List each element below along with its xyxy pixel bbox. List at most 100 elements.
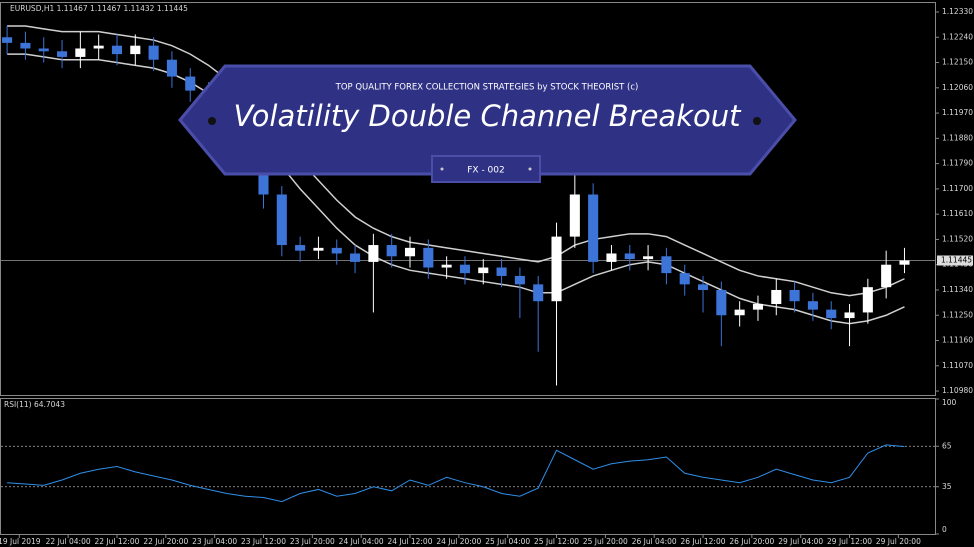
candle-body [368, 245, 379, 262]
candle-body [313, 247, 324, 251]
y-tick-label: 1.11340 [942, 285, 973, 294]
candle-body [862, 287, 873, 313]
x-tick-label: 26 Jul 20:00 [729, 537, 774, 546]
x-tick-label: 22 Jul 04:00 [46, 537, 91, 546]
y-tick-label: 1.11160 [942, 336, 973, 345]
y-tick-label: 1.10980 [942, 386, 973, 395]
candle-body [478, 267, 489, 274]
y-tick-label: 1.11610 [942, 209, 973, 218]
candle-body [789, 289, 800, 302]
candle-body [38, 48, 49, 52]
y-tick-label: 1.11250 [942, 310, 973, 319]
candle-body [514, 275, 525, 285]
y-tick-label: 1.11520 [942, 234, 973, 243]
x-tick-label: 23 Jul 04:00 [192, 537, 237, 546]
candle-body [459, 264, 470, 274]
x-tick-label: 25 Jul 04:00 [485, 537, 530, 546]
banner-shape [178, 64, 797, 176]
x-tick-label: 24 Jul 04:00 [339, 537, 384, 546]
candle-body [404, 247, 416, 257]
banner-dot [753, 117, 761, 125]
candle-body [588, 194, 599, 262]
candle-body [295, 245, 306, 251]
y-tick-label: 65 [942, 441, 952, 450]
x-tick-label: 26 Jul 12:00 [681, 537, 726, 546]
candle-body [881, 264, 892, 288]
current-price-label: 1.11445 [941, 255, 972, 264]
candle-body [716, 289, 727, 316]
y-tick-label: 100 [942, 398, 957, 407]
candle-body [166, 59, 177, 77]
candle-body [258, 160, 269, 195]
main-frame [0, 2, 936, 396]
candle-body [643, 256, 654, 260]
candle-body [551, 236, 562, 302]
candle-body [734, 309, 745, 316]
candle-body [606, 253, 617, 262]
x-tick-label: 25 Jul 20:00 [583, 537, 628, 546]
x-tick-label: 23 Jul 20:00 [290, 537, 335, 546]
banner-code: FX - 002 [467, 166, 505, 176]
x-tick-label: 29 Jul 04:00 [778, 537, 823, 546]
candle-body [441, 264, 452, 268]
banner-subtitle: TOP QUALITY FOREX COLLECTION STRATEGIES … [335, 83, 639, 93]
rsi-line [7, 444, 905, 503]
y-tick-label: 1.11970 [942, 108, 973, 117]
chart-title: EURUSD,H1 1.11467 1.11467 1.11432 1.1144… [10, 4, 188, 13]
y-tick-label: 1.11790 [942, 159, 973, 168]
candle-body [386, 245, 397, 257]
y-tick-label: 1.12060 [942, 83, 973, 92]
candle-body [679, 273, 690, 285]
candle-body [331, 247, 342, 254]
x-tick-label: 29 Jul 20:00 [876, 537, 921, 546]
x-tick-label: 24 Jul 12:00 [388, 537, 433, 546]
candle-body [533, 284, 544, 302]
rsi-title: RSI(11) 64.7043 [4, 400, 65, 409]
banner-title: Volatility Double Channel Breakout [234, 99, 743, 133]
candle-body [276, 194, 287, 246]
x-tick-label: 26 Jul 04:00 [632, 537, 677, 546]
banner-dot [208, 117, 216, 125]
x-tick-label: 25 Jul 12:00 [534, 537, 579, 546]
candle-body [771, 289, 782, 305]
y-tick-label: 1.12330 [942, 7, 973, 16]
current-price-box [937, 255, 973, 266]
x-tick-label: 22 Jul 20:00 [143, 537, 188, 546]
candle-body [661, 256, 672, 274]
x-tick-label: 29 Jul 12:00 [827, 537, 872, 546]
y-tick-label: 1.11880 [942, 133, 973, 142]
candle-body [844, 312, 855, 319]
x-tick-label: 22 Jul 12:00 [94, 537, 139, 546]
candle-body [75, 48, 86, 57]
candle-body [423, 247, 434, 268]
x-tick-label: 23 Jul 12:00 [241, 537, 286, 546]
candle-body [93, 45, 104, 49]
candle-body [20, 42, 31, 49]
candle-body [569, 194, 580, 237]
x-tick-label: 24 Jul 20:00 [436, 537, 481, 546]
y-tick-label: 35 [942, 482, 952, 491]
y-tick-label: 1.11070 [942, 361, 973, 370]
candle-body [350, 253, 361, 262]
candle-body [899, 260, 910, 265]
candle-body [111, 45, 123, 55]
y-tick-label: 1.12150 [942, 58, 973, 67]
candle-body [752, 304, 764, 310]
y-tick-label: 1.11700 [942, 184, 973, 193]
y-tick-label: 1.12240 [942, 32, 973, 41]
banner-code-box [431, 155, 541, 183]
candle-body [2, 37, 13, 43]
candle-body [807, 301, 818, 310]
candle-body [185, 76, 196, 91]
y-tick-label: 0 [942, 525, 947, 534]
x-tick-label: 19 Jul 2019 [0, 537, 41, 546]
band-line [7, 25, 905, 297]
candle-body [826, 309, 837, 319]
candle-body [148, 45, 159, 60]
candle-body [496, 267, 507, 276]
candle-body [130, 45, 141, 55]
candle-body [57, 51, 68, 57]
candle-body [624, 253, 635, 260]
